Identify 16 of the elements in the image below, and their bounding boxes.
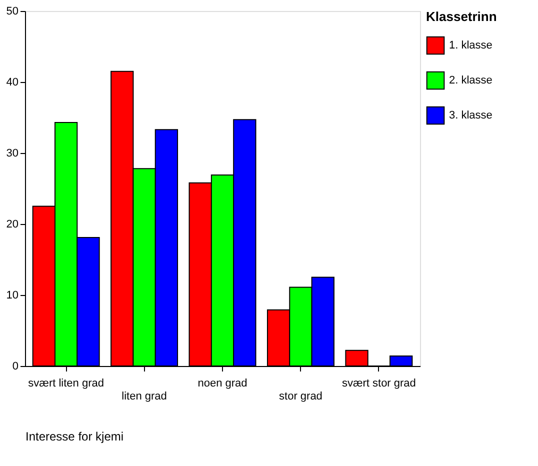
x-tick-label: noen grad bbox=[198, 378, 248, 390]
legend-label: 2. klasse bbox=[449, 74, 492, 86]
x-tick-label: liten grad bbox=[122, 390, 167, 402]
y-tick-label: 30 bbox=[6, 148, 18, 160]
legend-label: 3. klasse bbox=[449, 110, 492, 122]
y-tick-label: 0 bbox=[12, 360, 18, 372]
x-tick-label: svært stor grad bbox=[342, 378, 416, 390]
legend-label: 1. klasse bbox=[449, 40, 492, 52]
x-tick-label: stor grad bbox=[279, 390, 322, 402]
y-tick-label: 10 bbox=[6, 290, 18, 302]
y-tick-label: 50 bbox=[6, 6, 18, 18]
y-tick-label: 40 bbox=[6, 76, 18, 88]
x-tick-label: svært liten grad bbox=[28, 378, 104, 390]
legend-title: Klassetrinn bbox=[426, 9, 497, 24]
x-axis-title: Interesse for kjemi bbox=[26, 430, 124, 444]
y-tick-label: 20 bbox=[6, 218, 18, 230]
